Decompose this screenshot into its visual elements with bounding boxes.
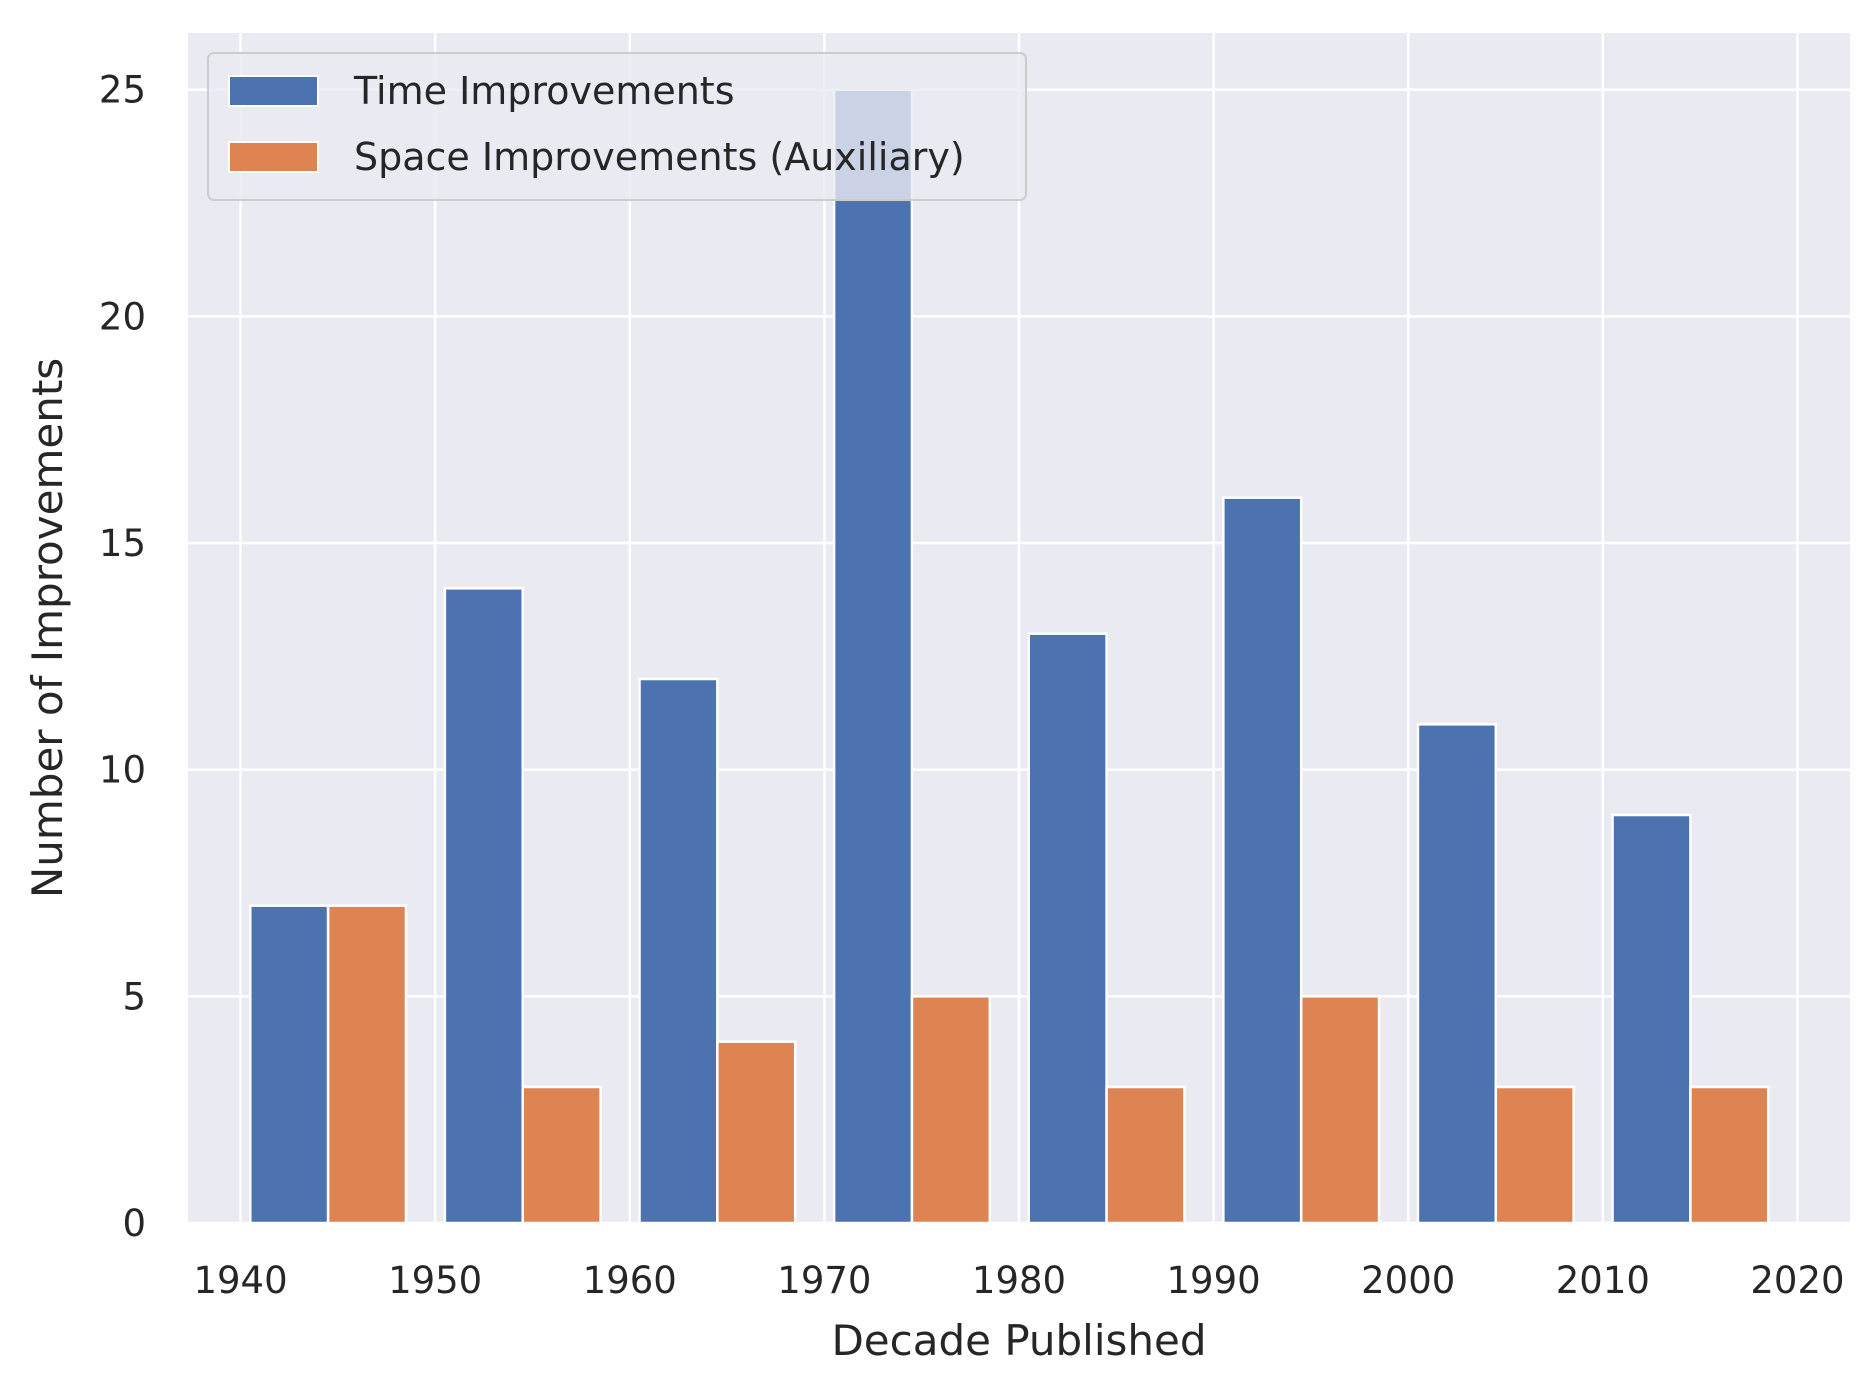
- bar-time-2000s: [1416, 723, 1498, 1225]
- x-tick-label: 2020: [1750, 1259, 1844, 1302]
- x-tick-label: 1950: [388, 1259, 482, 1302]
- bar-space-2000s: [1494, 1085, 1575, 1225]
- bar-space-2010s: [1689, 1085, 1770, 1225]
- y-tick-label: 10: [99, 749, 146, 792]
- x-tick-label: 1980: [972, 1259, 1066, 1302]
- legend: Time Improvements Space Improvements (Au…: [207, 52, 1027, 201]
- bars: [249, 88, 1770, 1225]
- bar-time-1960s: [638, 677, 719, 1225]
- bar-space-1960s: [716, 1040, 797, 1225]
- y-tick-label: 25: [99, 69, 146, 112]
- bar-space-1980s: [1105, 1085, 1186, 1225]
- x-tick-label: 1940: [193, 1259, 287, 1302]
- y-tick-label: 20: [99, 295, 146, 338]
- bar-space-1940s: [326, 904, 408, 1225]
- legend-swatch-time-improvements: [228, 75, 319, 107]
- x-tick-label: 1990: [1167, 1259, 1261, 1302]
- bar-time-1940s: [249, 904, 330, 1225]
- legend-swatch-space-improvements: [228, 141, 319, 173]
- legend-label-time-improvements: Time Improvements: [353, 69, 735, 113]
- x-tick-label: 1970: [777, 1259, 871, 1302]
- x-tick-label: 2010: [1556, 1259, 1650, 1302]
- y-tick-label: 5: [122, 975, 146, 1018]
- bar-space-1990s: [1299, 995, 1381, 1225]
- bar-time-2010s: [1611, 813, 1692, 1225]
- x-tick-labels: 1940 1950 1960 1970 1980 1990 2000 2010 2020: [193, 1259, 1844, 1302]
- bar-space-1950s: [521, 1085, 602, 1225]
- bar-space-1970s: [910, 995, 992, 1225]
- y-axis-title: Number of Improvements: [23, 358, 72, 898]
- x-axis-title: Decade Published: [831, 1316, 1206, 1365]
- bar-time-1990s: [1222, 496, 1303, 1225]
- legend-frame: [207, 52, 1027, 201]
- x-tick-label: 1960: [583, 1259, 677, 1302]
- bar-time-1970s: [832, 88, 914, 1225]
- bar-time-1980s: [1027, 632, 1108, 1225]
- x-tick-label: 2000: [1361, 1259, 1455, 1302]
- y-tick-label: 15: [99, 522, 146, 565]
- y-tick-labels: 0 5 10 15 20 25: [99, 69, 146, 1245]
- bar-time-1950s: [443, 587, 524, 1225]
- y-tick-label: 0: [122, 1202, 146, 1245]
- legend-label-space-improvements: Space Improvements (Auxiliary): [354, 135, 965, 179]
